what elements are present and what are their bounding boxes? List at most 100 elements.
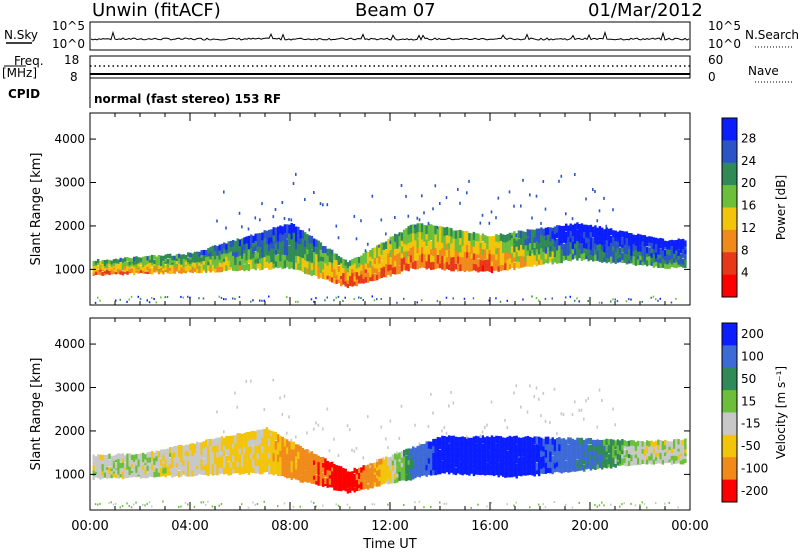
power-cell xyxy=(448,261,451,270)
velocity-cell xyxy=(351,480,354,486)
power-cell xyxy=(396,259,399,268)
velocity-cell xyxy=(511,455,514,464)
power-cell xyxy=(362,277,365,284)
power-cell xyxy=(639,249,642,256)
power-cell xyxy=(418,223,422,233)
velocity-cell xyxy=(166,448,170,455)
velocity-cell xyxy=(533,436,536,445)
power-cell xyxy=(594,253,597,261)
power-cell xyxy=(412,253,415,263)
power-noise-cell xyxy=(490,210,493,214)
power-cell xyxy=(502,262,505,271)
velocity-cell xyxy=(506,461,509,470)
velocity-cell xyxy=(169,451,172,458)
velocity-cell xyxy=(587,462,590,469)
power-noise-cell xyxy=(216,219,218,223)
power-cell xyxy=(522,235,525,244)
power-noise-cell xyxy=(308,228,311,232)
velocity-cell xyxy=(229,454,233,463)
velocity-cell xyxy=(207,468,210,477)
power-ground-cell xyxy=(259,299,261,302)
velocity-cell xyxy=(427,462,431,470)
velocity-cell xyxy=(391,473,395,480)
velocity-ground-cell xyxy=(99,502,101,505)
power-cell xyxy=(319,259,323,267)
power-cell xyxy=(484,241,487,250)
power-cell xyxy=(153,267,156,272)
velocity-cell xyxy=(614,449,617,456)
velocity-cell xyxy=(110,463,113,469)
velocity-cell xyxy=(137,458,140,464)
power-ground-cell xyxy=(576,297,578,300)
velocity-cell xyxy=(119,462,122,469)
velocity-cell xyxy=(313,462,316,470)
power-cell xyxy=(551,257,554,265)
power-cell xyxy=(412,232,415,242)
power-noise-cell xyxy=(398,232,401,236)
power-cell xyxy=(488,236,491,244)
velocity-noise-cell xyxy=(216,410,218,414)
power-noise-cell xyxy=(497,196,500,200)
velocity-cell xyxy=(153,455,156,462)
velocity-cell xyxy=(643,447,647,453)
power-cell xyxy=(355,280,359,287)
power-ground-cell xyxy=(614,298,616,301)
velocity-cell xyxy=(137,454,140,460)
power-noise-cell xyxy=(241,225,243,229)
velocity-cell xyxy=(398,461,401,468)
power-cell xyxy=(432,261,435,270)
velocity-cell xyxy=(529,456,532,465)
power-cell xyxy=(128,261,131,266)
power-cell xyxy=(668,249,671,256)
power-cell xyxy=(650,259,653,266)
power-cell xyxy=(526,237,530,245)
velocity-cell xyxy=(324,477,327,484)
velocity-cell xyxy=(214,450,217,458)
power-cell xyxy=(682,247,685,254)
velocity-cell xyxy=(459,443,462,451)
power-cell xyxy=(655,260,658,267)
velocity-ground-cell xyxy=(445,502,448,505)
power-cell xyxy=(400,245,404,254)
velocity-cell xyxy=(373,480,377,487)
velocity-cell xyxy=(571,454,575,462)
power-cell xyxy=(470,237,473,246)
velocity-cell xyxy=(121,457,125,463)
power-ytick-label: 2000 xyxy=(54,219,85,233)
velocity-cell xyxy=(430,446,433,455)
velocity-cell xyxy=(416,460,419,468)
velocity-cell xyxy=(229,467,233,476)
velocity-cell xyxy=(565,444,568,452)
power-cell xyxy=(369,250,372,257)
velocity-cell xyxy=(110,455,113,462)
power-cell xyxy=(472,256,476,265)
power-cell xyxy=(254,256,257,264)
power-cell xyxy=(659,257,662,264)
velocity-cell xyxy=(648,441,651,447)
power-cell xyxy=(137,265,140,270)
power-cell xyxy=(144,259,147,264)
velocity-cell xyxy=(106,457,109,463)
velocity-cell xyxy=(313,472,316,480)
velocity-cell xyxy=(436,450,440,458)
velocity-cell xyxy=(283,444,287,453)
velocity-cell xyxy=(272,440,275,449)
velocity-cell xyxy=(515,470,518,479)
power-cell xyxy=(659,252,662,259)
velocity-cell xyxy=(407,458,410,465)
power-noise-cell xyxy=(319,202,322,206)
power-cell xyxy=(684,247,687,254)
velocity-cell xyxy=(164,467,167,474)
velocity-cell xyxy=(589,438,593,445)
velocity-ground-cell xyxy=(619,505,621,508)
power-cell xyxy=(502,234,505,242)
velocity-cell xyxy=(675,447,678,453)
velocity-cell xyxy=(103,472,107,478)
power-ground-cell xyxy=(326,296,328,299)
power-cell xyxy=(225,247,228,254)
velocity-cell xyxy=(594,439,597,447)
power-cell xyxy=(313,257,316,265)
velocity-cell xyxy=(229,435,233,444)
velocity-noise-cell xyxy=(484,425,486,429)
power-cell xyxy=(344,259,347,266)
